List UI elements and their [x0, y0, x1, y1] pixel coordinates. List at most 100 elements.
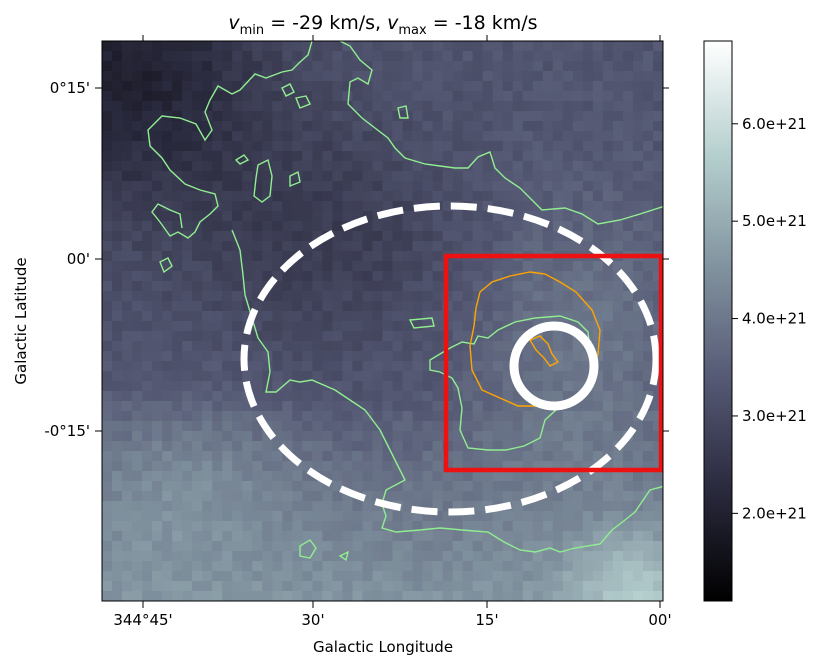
heatmap-cell: [372, 371, 383, 382]
heatmap-cell: [382, 41, 393, 52]
heatmap-cell: [642, 121, 654, 132]
heatmap-cell: [122, 271, 133, 282]
heatmap-cell: [522, 361, 534, 372]
heatmap-cell: [532, 431, 544, 442]
heatmap-cell: [652, 131, 663, 142]
heatmap-cell: [482, 111, 494, 122]
heatmap-cell: [252, 431, 263, 442]
heatmap-cell: [642, 271, 654, 282]
heatmap-cell: [302, 291, 313, 302]
heatmap-cell: [632, 331, 644, 342]
heatmap-cell: [542, 161, 554, 172]
heatmap-cell: [122, 321, 133, 332]
heatmap-cell: [602, 271, 614, 282]
heatmap-cell: [452, 591, 464, 601]
heatmap-cell: [202, 291, 213, 302]
heatmap-cell: [392, 41, 403, 52]
heatmap-cell: [372, 451, 383, 462]
heatmap-cell: [332, 91, 343, 102]
heatmap-cell: [532, 551, 544, 562]
heatmap-cell: [192, 401, 203, 412]
heatmap-cell: [622, 391, 634, 402]
heatmap-cell: [202, 561, 213, 572]
heatmap-cell: [432, 81, 444, 92]
heatmap-cell: [472, 441, 484, 452]
heatmap-cell: [212, 121, 223, 132]
heatmap-cell: [362, 521, 373, 532]
heatmap-cell: [352, 591, 363, 601]
heatmap-cell: [132, 161, 143, 172]
heatmap-cell: [302, 271, 313, 282]
heatmap-cell: [242, 551, 253, 562]
heatmap-cell: [372, 441, 383, 452]
heatmap-cell: [392, 471, 403, 482]
heatmap-cell: [432, 271, 444, 282]
heatmap-cell: [462, 471, 474, 482]
heatmap-cell: [482, 121, 494, 132]
heatmap-cell: [522, 501, 534, 512]
heatmap-cell: [362, 181, 373, 192]
heatmap-cell: [652, 461, 663, 472]
heatmap-cell: [562, 141, 574, 152]
heatmap-cell: [562, 111, 574, 122]
heatmap-cell: [132, 391, 143, 402]
heatmap-cell: [392, 201, 403, 212]
heatmap-cell: [412, 541, 423, 552]
heatmap-cell: [622, 201, 634, 212]
heatmap-cell: [602, 391, 614, 402]
heatmap-cell: [312, 351, 323, 362]
heatmap-cell: [452, 541, 464, 552]
heatmap-cell: [222, 311, 233, 322]
heatmap-cell: [202, 541, 213, 552]
heatmap-cell: [292, 171, 303, 182]
heatmap-cell: [532, 511, 544, 522]
heatmap-cell: [612, 361, 624, 372]
heatmap-cell: [332, 571, 343, 582]
heatmap-cell: [272, 141, 283, 152]
heatmap-cell: [102, 541, 113, 552]
heatmap-cell: [472, 541, 484, 552]
heatmap-cell: [502, 281, 514, 292]
heatmap-cell: [152, 331, 163, 342]
heatmap-cell: [172, 381, 183, 392]
heatmap-cell: [582, 181, 594, 192]
heatmap-cell: [422, 451, 433, 462]
heatmap-cell: [302, 461, 313, 472]
heatmap-cell: [212, 271, 223, 282]
heatmap-cell: [262, 371, 273, 382]
heatmap-cell: [242, 131, 253, 142]
heatmap-cell: [552, 341, 564, 352]
heatmap-cell: [142, 381, 153, 392]
heatmap-cell: [202, 251, 213, 262]
heatmap-cell: [602, 541, 614, 552]
heatmap-cell: [542, 551, 554, 562]
heatmap-cell: [322, 161, 333, 172]
heatmap-cell: [552, 231, 564, 242]
heatmap-cell: [252, 261, 263, 272]
heatmap-cell: [562, 531, 574, 542]
heatmap-cell: [352, 551, 363, 562]
heatmap-cell: [532, 301, 544, 312]
heatmap-cell: [372, 411, 383, 422]
heatmap-cell: [502, 391, 514, 402]
heatmap-cell: [192, 141, 203, 152]
heatmap-cell: [412, 281, 423, 292]
heatmap-cell: [632, 321, 644, 332]
heatmap-cell: [152, 591, 163, 601]
heatmap-cell: [292, 241, 303, 252]
heatmap-cell: [192, 171, 203, 182]
heatmap-cell: [312, 591, 323, 601]
green-contour-blob9: [299, 539, 317, 559]
heatmap-cell: [642, 51, 654, 62]
heatmap-cell: [232, 501, 243, 512]
heatmap-cell: [242, 371, 253, 382]
heatmap-cell: [172, 541, 183, 552]
heatmap-cell: [262, 151, 273, 162]
heatmap-cell: [172, 581, 183, 592]
heatmap-cell: [502, 531, 514, 542]
heatmap-cell: [542, 181, 554, 192]
heatmap-cell: [102, 351, 113, 362]
heatmap-cell: [152, 231, 163, 242]
heatmap-cell: [562, 341, 574, 352]
heatmap-cell: [382, 351, 393, 362]
